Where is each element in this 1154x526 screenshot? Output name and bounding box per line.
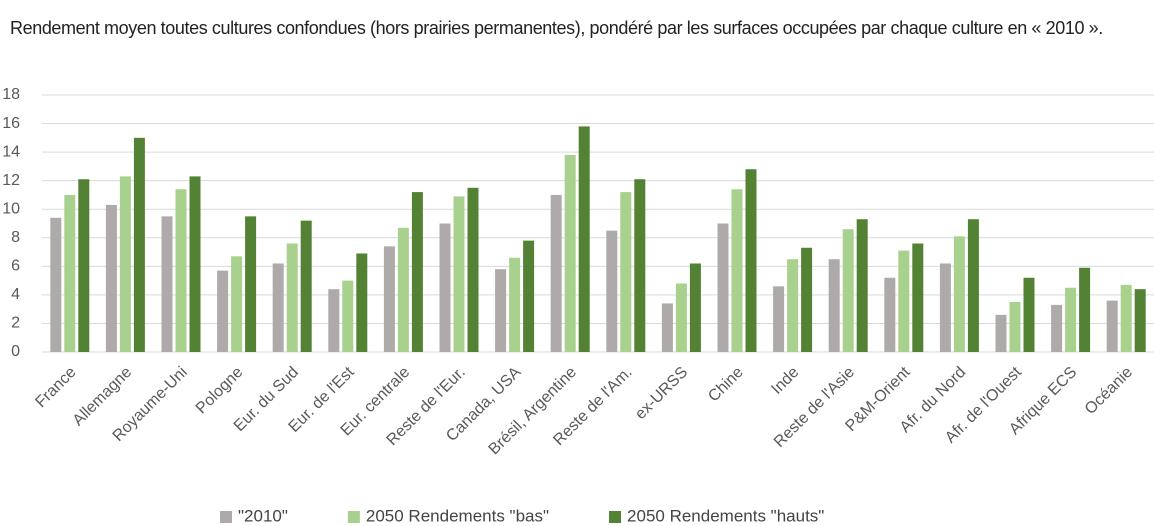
x-tick-label: Pologne (193, 364, 247, 418)
bar (689, 263, 701, 352)
bar (1120, 284, 1132, 352)
y-tick-label: 2 (11, 315, 20, 332)
chart-title: Rendement moyen toutes cultures confondu… (10, 18, 1103, 38)
y-tick-label: 12 (2, 172, 20, 189)
bar (634, 179, 646, 352)
bar (675, 283, 687, 352)
bar (133, 137, 145, 352)
x-tick-label: Inde (768, 364, 802, 398)
bar (717, 223, 729, 352)
bar (453, 196, 465, 352)
y-tick-label: 8 (11, 229, 20, 246)
y-tick-label: 6 (11, 258, 20, 275)
y-tick-label: 18 (2, 86, 20, 103)
bar (1134, 289, 1146, 352)
bar (912, 243, 924, 352)
bar (1023, 277, 1035, 352)
bar (523, 240, 535, 352)
bar (898, 250, 910, 352)
x-tick-label: ex-URSS (632, 364, 691, 423)
bar (411, 192, 423, 352)
bar (245, 216, 257, 352)
bar (773, 286, 785, 352)
bar (661, 303, 673, 352)
bar (967, 219, 979, 352)
bar (1051, 304, 1063, 352)
x-tick-label: Océanie (1082, 364, 1136, 418)
y-tick-label: 10 (2, 200, 20, 217)
bar (300, 220, 312, 352)
x-tick-label: Chine (705, 364, 747, 406)
bar (787, 259, 799, 352)
x-tick-label: France (32, 364, 79, 411)
bar (78, 179, 90, 352)
bar (467, 187, 479, 352)
bar (564, 154, 576, 352)
legend-label: 2050 Rendements "bas" (366, 506, 549, 525)
bar (217, 270, 229, 352)
y-tick-label: 16 (2, 115, 20, 132)
bar (50, 217, 62, 352)
bar (439, 223, 451, 352)
bar (119, 176, 131, 352)
bar (105, 204, 117, 352)
bar (842, 229, 854, 352)
bar (856, 219, 868, 352)
bar (953, 236, 965, 352)
bar (231, 256, 243, 352)
y-tick-label: 14 (2, 143, 20, 160)
bar (578, 126, 590, 353)
y-tick-label: 4 (11, 286, 20, 303)
bar (189, 176, 201, 352)
bar (342, 280, 354, 352)
bar (939, 263, 951, 352)
legend-label: 2050 Rendements "hauts" (627, 506, 824, 525)
bar (328, 289, 340, 352)
bar (606, 230, 618, 352)
y-tick-label: 0 (11, 343, 20, 360)
bar (495, 269, 507, 352)
bar (161, 216, 173, 352)
legend-swatch (347, 511, 360, 523)
bar (356, 253, 368, 352)
legend-swatch (220, 511, 232, 523)
bar (64, 194, 76, 352)
bar (1079, 267, 1091, 352)
bar (509, 257, 521, 352)
bar (397, 227, 409, 352)
bar (383, 246, 395, 352)
bar (995, 314, 1007, 352)
bar (1065, 287, 1077, 352)
bar (1106, 300, 1118, 352)
bar (175, 189, 187, 352)
bar (620, 192, 632, 352)
bar (828, 259, 840, 352)
bar (745, 169, 757, 352)
bar (801, 247, 813, 352)
bar (272, 263, 284, 352)
bar (1009, 302, 1021, 352)
legend-swatch (609, 511, 622, 523)
legend-label: "2010" (238, 506, 288, 525)
bar (884, 277, 896, 352)
bar (550, 194, 562, 352)
bar (731, 189, 743, 352)
bar (286, 243, 298, 352)
